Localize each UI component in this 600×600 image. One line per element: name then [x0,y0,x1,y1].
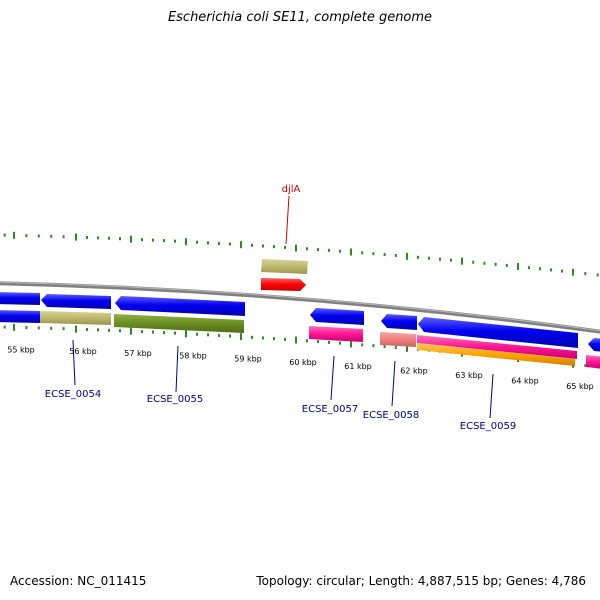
label-ECSE_0058[interactable]: ECSE_0058 [363,410,419,421]
gene-ECSE_0053[interactable] [0,292,40,323]
kbp-label: 56 kbp [69,347,97,356]
kbp-label: 59 kbp [234,355,262,364]
gene-ECSE_0054-gene[interactable] [40,311,111,325]
gene-ECSE_0059-gene[interactable] [417,335,577,359]
gene-labels: djlA ECSE_0054 ECSE_0055 ECSE_0057 ECSE_… [45,184,516,432]
gene-ECSE_0059[interactable] [417,317,578,366]
kbp-label: 58 kbp [179,352,207,361]
kbp-label: 65 kbp [566,382,594,391]
gene-djlA[interactable] [261,259,308,291]
label-ECSE_0059[interactable]: ECSE_0059 [460,421,516,432]
genome-title: Escherichia coli SE11, complete genome [167,10,433,25]
genome-backbone [0,281,600,334]
label-ECSE_0057[interactable]: ECSE_0057 [302,404,358,415]
gene-ECSE_0055[interactable] [114,296,245,333]
gene-ECSE_0058[interactable] [380,314,417,347]
gene-ECSE_0057-gene[interactable] [309,326,363,342]
gene-ECSE_0053-cds[interactable] [0,292,40,305]
gene-ECSE_0057-cds[interactable] [310,308,364,325]
gene-ECSE_0058-cds[interactable] [381,314,417,330]
gene-ECSE_0055-cds[interactable] [115,296,245,316]
gene-ECSE_0059-feature[interactable] [417,343,575,366]
label-djlA[interactable]: djlA [282,184,301,195]
gene-ECSE_0054-cds[interactable] [41,294,111,309]
gene-ECSE_0057[interactable] [309,308,364,342]
gene-djlA-cds[interactable] [261,278,306,291]
gene-djlA-gene[interactable] [261,259,308,274]
gene-ECSE_0055-gene[interactable] [114,314,244,333]
topology-label: Topology: circular; Length: 4,887,515 bp… [256,574,586,588]
accession-label: Accession: NC_011415 [10,574,147,588]
gene-ECSE_0060[interactable] [586,338,600,369]
kbp-label: 57 kbp [124,349,152,358]
kbp-scale-labels: 55 kbp 56 kbp 57 kbp 58 kbp 59 kbp 60 kbp 61 k… [7,345,594,391]
label-ECSE_0054[interactable]: ECSE_0054 [45,389,101,400]
label-ECSE_0055[interactable]: ECSE_0055 [147,394,203,405]
kbp-label: 63 kbp [455,371,483,380]
gene-ECSE_0059-cds[interactable] [418,317,578,348]
gene-ECSE_0060-gene[interactable] [586,355,600,369]
kbp-label: 64 kbp [511,377,539,386]
gene-ECSE_0054[interactable] [40,294,111,325]
kbp-label: 55 kbp [7,345,35,354]
kbp-label: 60 kbp [289,358,317,367]
gene-ECSE_0058-gene[interactable] [380,332,416,347]
outer-tick-marks [3,231,599,277]
kbp-label: 61 kbp [344,362,372,371]
gene-ECSE_0053-gene[interactable] [0,310,40,323]
gene-ECSE_0060-cds[interactable] [588,338,600,352]
kbp-label: 62 kbp [400,366,428,375]
